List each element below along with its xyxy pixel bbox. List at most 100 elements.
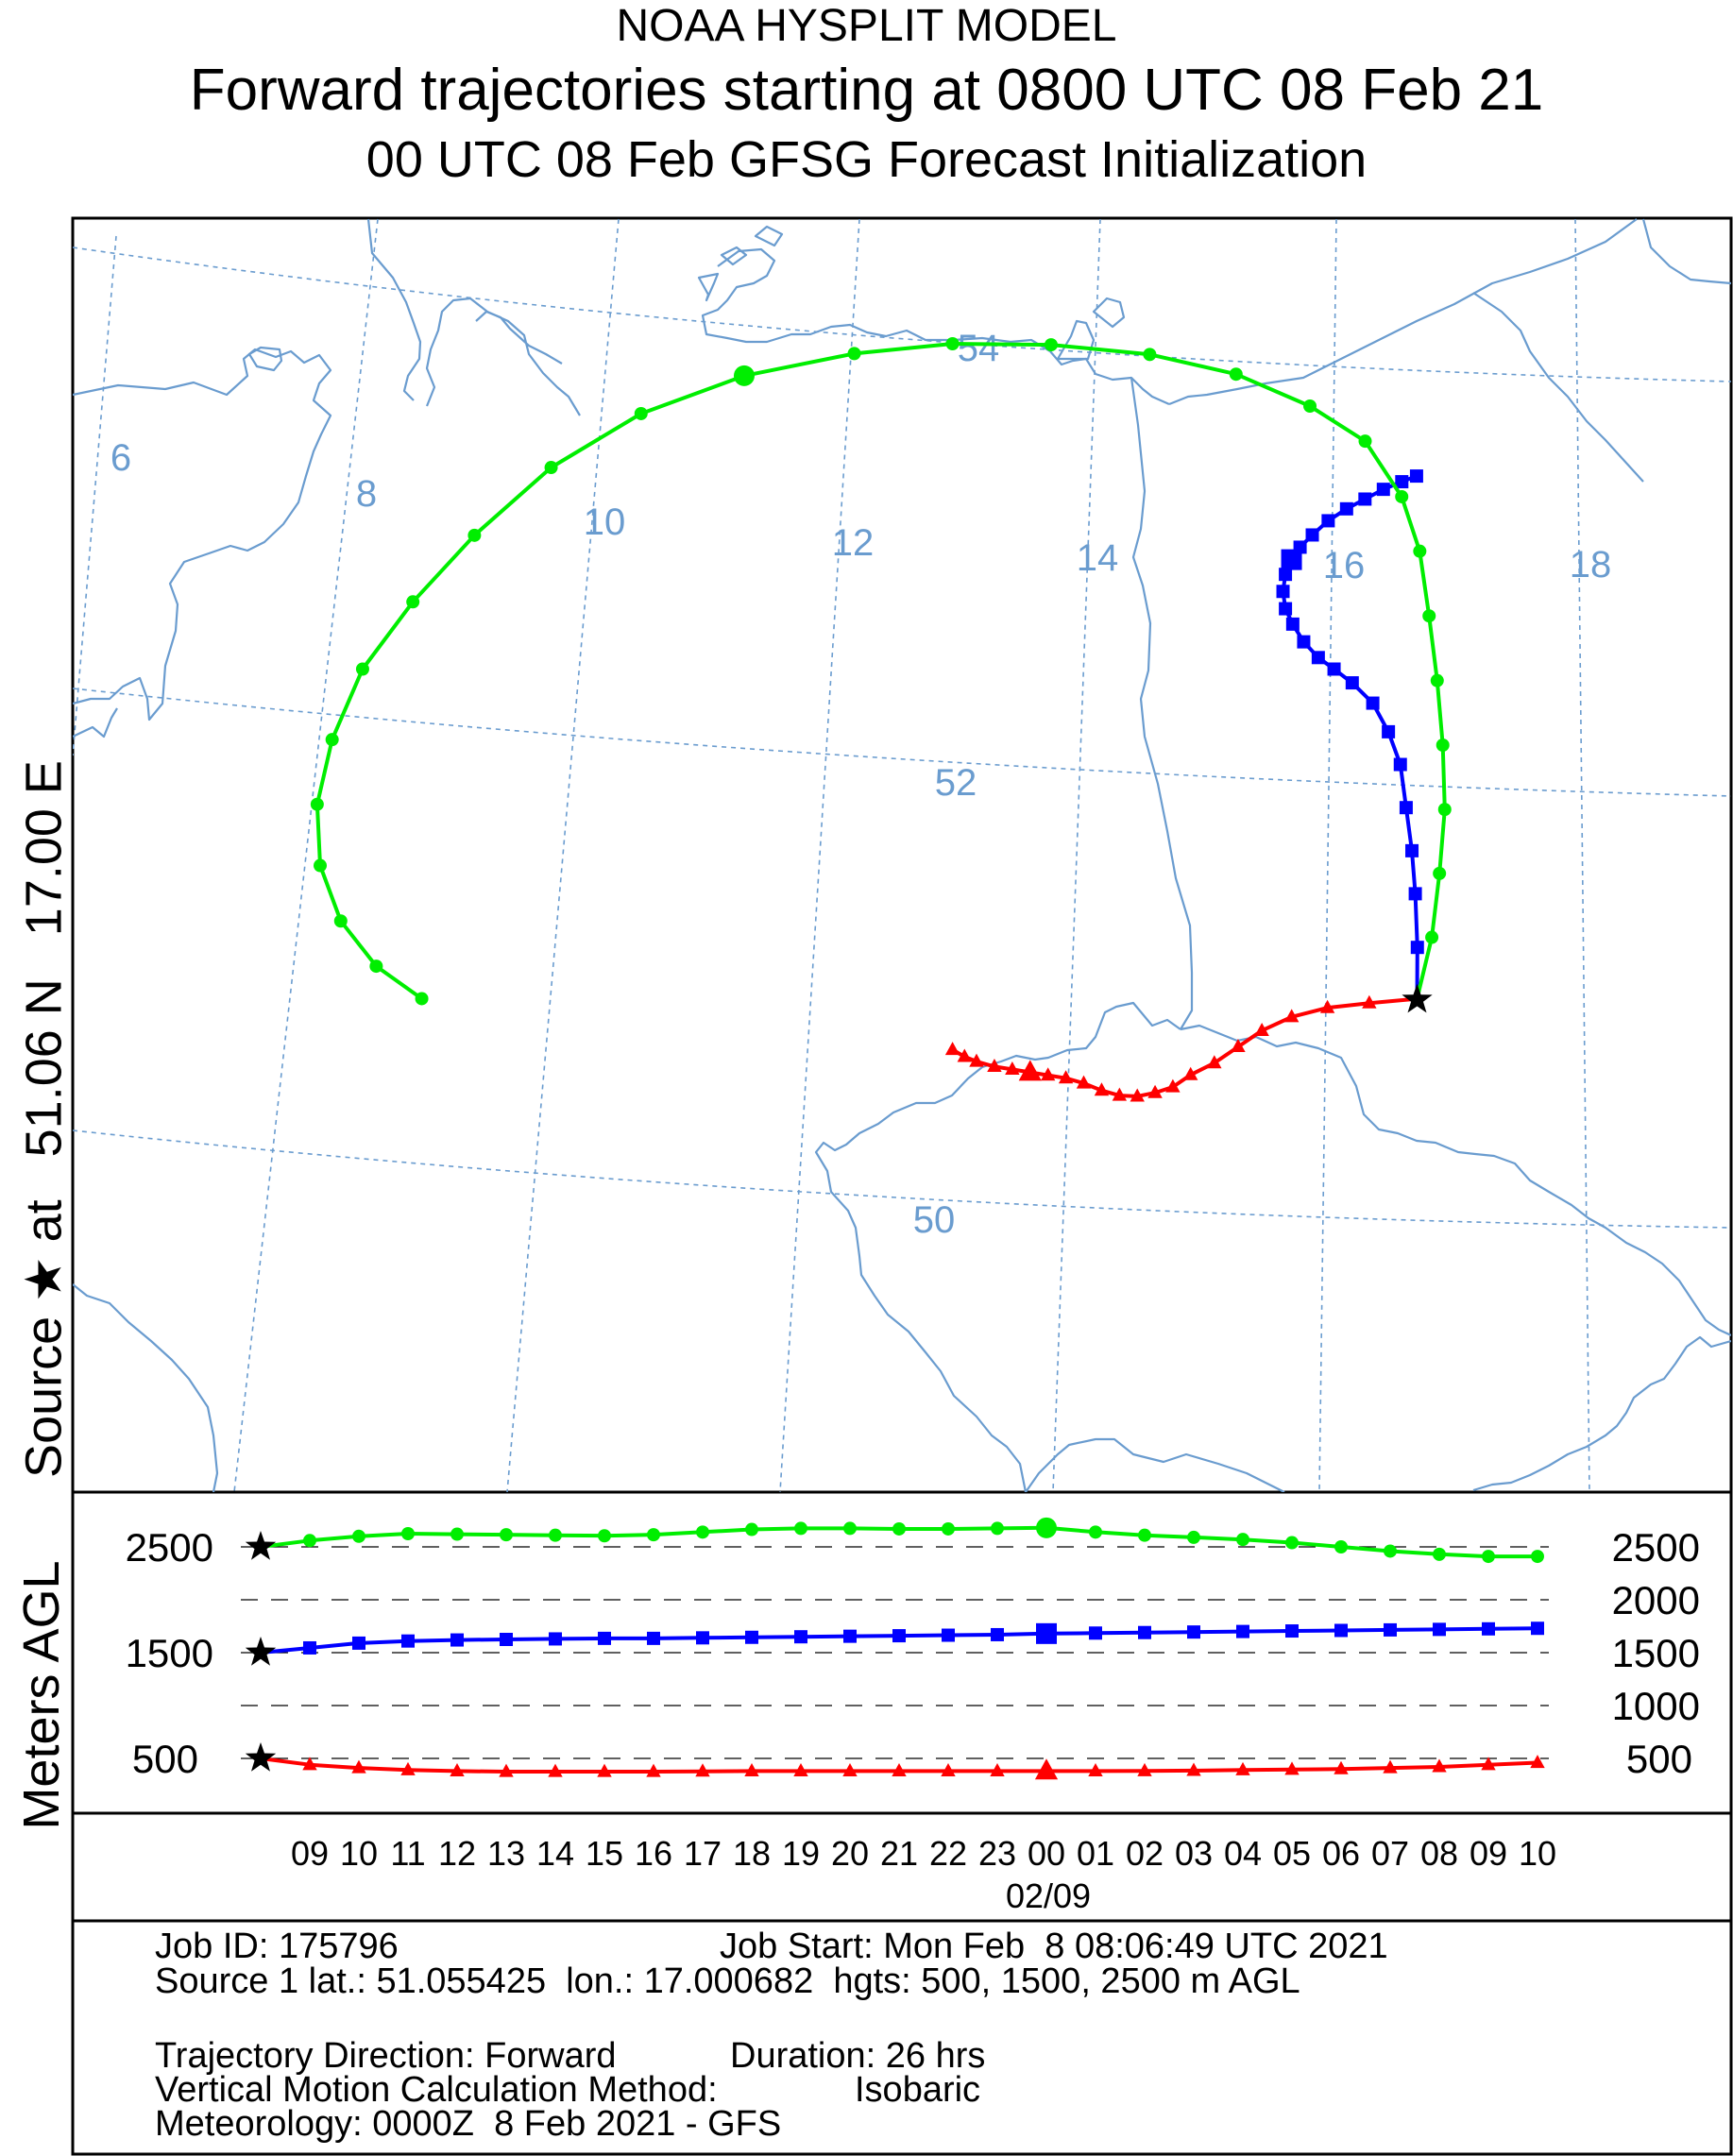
- trajectory-2500-point: [1358, 434, 1372, 449]
- meridian-14: [1052, 218, 1101, 1492]
- trajectory-1500-point: [1382, 724, 1396, 738]
- trajectory-1500-point: [1281, 549, 1302, 570]
- y-tick-left-1500: 1500: [126, 1631, 213, 1675]
- trajectory-1500-point: [1410, 941, 1424, 955]
- height-point-500: [499, 1763, 514, 1777]
- height-point-500: [1088, 1763, 1103, 1777]
- height-point-500: [892, 1763, 907, 1777]
- trajectory-500-point: [957, 1048, 973, 1062]
- time-tick-label: 05: [1273, 1834, 1311, 1873]
- height-point-2500: [1236, 1533, 1249, 1547]
- border-czech-poland: [1180, 1024, 1731, 1336]
- meridian-8: [233, 218, 379, 1492]
- height-start-star-1500: [245, 1637, 277, 1666]
- coast-rugen: [1056, 297, 1126, 361]
- height-point-2500: [1334, 1540, 1348, 1553]
- trajectory-2500-point: [1395, 489, 1409, 503]
- trajectory-500-point: [1165, 1078, 1181, 1093]
- height-point-1500: [1187, 1625, 1200, 1639]
- height-point-500: [1137, 1762, 1152, 1776]
- coast-danish-islands: [697, 225, 784, 302]
- time-tick-label: 07: [1371, 1834, 1409, 1873]
- height-point-2500: [1482, 1550, 1495, 1564]
- trajectory-2500-point: [369, 959, 383, 974]
- parallel-50: [73, 1129, 1731, 1229]
- height-point-2500: [303, 1534, 316, 1548]
- chart-subtitle: Forward trajectories starting at 0800 UT…: [189, 58, 1544, 123]
- graticule-labels: 6 8 10 12 14 16 18 54 52 50: [110, 328, 1611, 1241]
- trajectory-500-point: [1058, 1070, 1074, 1084]
- height-point-2500: [1089, 1525, 1102, 1539]
- height-point-500: [1284, 1761, 1300, 1775]
- trajectory-2500-point: [1422, 609, 1436, 623]
- trajectory-500-point: [1182, 1066, 1198, 1080]
- trajectory-500-point: [1207, 1055, 1222, 1069]
- trajectory-2500-point: [314, 858, 328, 873]
- height-point-500: [695, 1763, 710, 1777]
- height-point-500: [1334, 1760, 1349, 1774]
- meteorology: Meteorology: 0000Z 8 Feb 2021 - GFS: [155, 2104, 782, 2144]
- height-point-1500: [401, 1634, 415, 1648]
- source-location: at 51.06 N 17.00 E: [15, 760, 73, 1243]
- height-point-2500: [401, 1527, 415, 1540]
- lon-label-18: 18: [1570, 544, 1612, 586]
- trajectory-1500-point: [1339, 501, 1353, 516]
- y-tick-right-2500: 2500: [1612, 1525, 1700, 1570]
- trajectory-2500-point: [847, 347, 861, 361]
- trajectory-500-point: [1283, 1009, 1300, 1023]
- trajectory-500-point: [987, 1058, 1002, 1072]
- time-tick-label: 10: [1519, 1834, 1556, 1873]
- trajectory-500-point: [1018, 1060, 1042, 1081]
- height-point-1500: [1285, 1624, 1299, 1638]
- trajectory-1500-point: [1297, 635, 1311, 649]
- coast-baltic-germany: [701, 247, 1170, 406]
- parallel-54: [73, 246, 1731, 382]
- trajectory-2500-point: [1433, 866, 1447, 880]
- vertical-method-value: Isobaric: [855, 2070, 981, 2110]
- height-point-500: [1432, 1758, 1447, 1773]
- trajectory-2500-point: [310, 797, 324, 811]
- height-point-1500: [1334, 1623, 1348, 1638]
- time-tick-label: 08: [1420, 1834, 1458, 1873]
- time-tick-label: 16: [635, 1834, 672, 1873]
- trajectory-2500-point: [355, 662, 369, 676]
- lat-label-52: 52: [935, 762, 977, 804]
- coast-frisia: [247, 346, 283, 372]
- coast-baltic-east: [1641, 218, 1731, 285]
- height-point-1500: [843, 1629, 857, 1643]
- trajectory-2500-point: [1425, 930, 1439, 944]
- height-point-500: [990, 1763, 1005, 1777]
- height-point-500: [1383, 1759, 1398, 1774]
- trajectory-2500-point: [733, 365, 755, 386]
- height-point-1500: [991, 1627, 1004, 1641]
- trajectory-2500-point: [1229, 367, 1243, 382]
- border-germany-czech: [814, 1001, 1181, 1492]
- source-label: Source ★ at 51.06 N 17.00 E: [14, 760, 74, 1478]
- trajectory-500-point: [1362, 994, 1377, 1009]
- time-tick-label: 22: [929, 1834, 967, 1873]
- initialization-line: 00 UTC 08 Feb GFSG Forecast Initializati…: [365, 131, 1368, 188]
- height-point-500: [450, 1763, 465, 1777]
- height-point-1500: [942, 1628, 955, 1642]
- date-label: 02/09: [1006, 1876, 1091, 1915]
- height-point-1500: [745, 1630, 758, 1644]
- trajectory-2500-point: [1436, 738, 1450, 752]
- height-point-2500: [1187, 1530, 1200, 1544]
- source-star-marker: [1402, 983, 1433, 1013]
- trajectory-1500-point: [1376, 483, 1390, 497]
- coast-belgium: [73, 707, 118, 738]
- time-tick-label: 10: [340, 1834, 378, 1873]
- source-coords: Source 1 lat.: 51.055425 lon.: 17.000682…: [155, 1961, 1300, 2001]
- time-tick-label: 13: [487, 1834, 525, 1873]
- model-title: NOAA HYSPLIT MODEL: [616, 1, 1117, 51]
- height-point-500: [744, 1763, 759, 1777]
- trajectory-500-point: [1040, 1067, 1056, 1081]
- source-star-icon: ★: [15, 1256, 73, 1302]
- height-point-500: [941, 1763, 956, 1777]
- lat-label-50: 50: [913, 1199, 956, 1241]
- border-baltic-inland: [1472, 292, 1644, 483]
- height-point-500: [1481, 1757, 1496, 1771]
- height-point-500: [400, 1761, 416, 1775]
- height-point-1500: [303, 1640, 316, 1655]
